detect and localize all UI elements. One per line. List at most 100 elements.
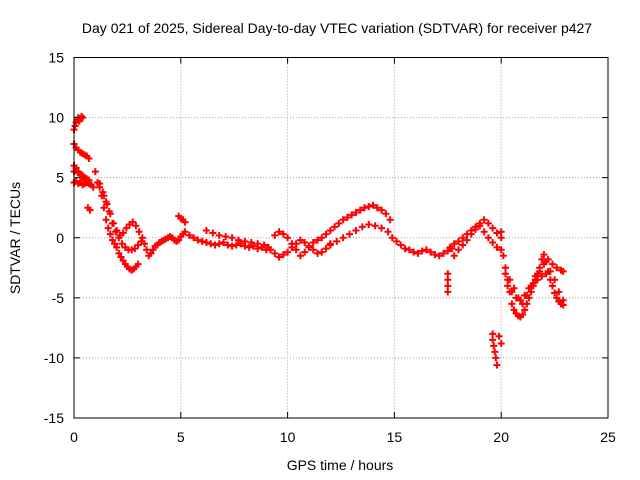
data-point bbox=[113, 243, 121, 251]
data-point bbox=[108, 236, 116, 244]
data-point bbox=[356, 206, 364, 214]
data-point bbox=[215, 231, 223, 239]
data-point bbox=[275, 253, 283, 261]
data-point bbox=[444, 270, 452, 278]
data-point bbox=[489, 330, 497, 338]
data-point bbox=[484, 234, 492, 242]
data-point bbox=[472, 225, 480, 233]
data-point bbox=[110, 219, 118, 227]
data-point bbox=[237, 240, 245, 248]
data-point bbox=[369, 201, 377, 209]
data-point bbox=[175, 236, 183, 244]
data-point bbox=[489, 239, 497, 247]
data-point bbox=[314, 236, 322, 244]
data-point bbox=[147, 249, 155, 257]
axis-ticks bbox=[73, 57, 609, 419]
data-point bbox=[86, 206, 94, 214]
data-point bbox=[122, 224, 130, 232]
data-point bbox=[99, 188, 107, 196]
data-point bbox=[365, 221, 373, 229]
data-point bbox=[542, 270, 550, 278]
data-point bbox=[132, 222, 140, 230]
data-point bbox=[489, 336, 497, 344]
data-point bbox=[508, 300, 516, 308]
data-point bbox=[77, 112, 85, 120]
data-point bbox=[454, 237, 462, 245]
data-point bbox=[401, 245, 409, 253]
data-point bbox=[480, 228, 488, 236]
data-point bbox=[209, 229, 217, 237]
data-point bbox=[71, 122, 79, 130]
data-point bbox=[512, 294, 520, 302]
data-point bbox=[414, 249, 422, 257]
data-point bbox=[480, 216, 488, 224]
data-point bbox=[267, 246, 275, 254]
data-point bbox=[536, 267, 544, 275]
data-point bbox=[427, 248, 435, 256]
data-point bbox=[284, 248, 292, 256]
data-point bbox=[501, 270, 509, 278]
data-point bbox=[484, 219, 492, 227]
data-point bbox=[555, 288, 563, 296]
data-point bbox=[538, 255, 546, 263]
data-point bbox=[260, 241, 268, 249]
data-point bbox=[521, 306, 529, 314]
data-point bbox=[450, 252, 458, 260]
data-point bbox=[444, 288, 452, 296]
data-point bbox=[247, 239, 255, 247]
data-point bbox=[198, 237, 206, 245]
data-point bbox=[493, 229, 501, 237]
data-point bbox=[115, 249, 123, 257]
data-point bbox=[378, 224, 386, 232]
data-point bbox=[440, 249, 448, 257]
x-tick-label: 0 bbox=[70, 429, 78, 445]
data-point bbox=[318, 248, 326, 256]
data-point bbox=[531, 272, 539, 280]
x-tick-label: 25 bbox=[600, 429, 616, 445]
y-tick-label: -5 bbox=[52, 290, 65, 306]
data-point bbox=[548, 260, 556, 268]
data-point bbox=[422, 246, 430, 254]
data-point bbox=[284, 234, 292, 242]
data-point bbox=[388, 234, 396, 242]
data-point bbox=[527, 288, 535, 296]
data-point bbox=[333, 237, 341, 245]
data-point bbox=[89, 183, 97, 191]
data-point bbox=[497, 339, 505, 347]
data-point bbox=[309, 239, 317, 247]
data-point bbox=[519, 300, 527, 308]
data-point bbox=[553, 264, 561, 272]
data-point bbox=[459, 234, 467, 242]
data-point bbox=[234, 236, 242, 244]
y-tick-label: 10 bbox=[48, 110, 64, 126]
data-point bbox=[360, 204, 368, 212]
data-point bbox=[143, 246, 151, 254]
y-axis-label: SDTVAR / TECUs bbox=[7, 182, 23, 294]
data-point bbox=[296, 252, 304, 260]
data-point bbox=[222, 233, 230, 241]
data-point bbox=[540, 251, 548, 259]
data-point bbox=[559, 267, 567, 275]
data-point bbox=[119, 229, 127, 237]
data-point bbox=[504, 282, 512, 290]
data-point bbox=[106, 230, 114, 238]
data-point bbox=[318, 234, 326, 242]
data-point bbox=[538, 272, 546, 280]
data-point bbox=[241, 237, 249, 245]
data-point bbox=[497, 234, 505, 242]
data-point bbox=[405, 246, 413, 254]
data-point bbox=[444, 247, 452, 255]
data-point bbox=[382, 210, 390, 218]
data-point bbox=[418, 247, 426, 255]
data-point bbox=[463, 236, 471, 244]
data-point bbox=[373, 204, 381, 212]
data-point bbox=[140, 240, 148, 248]
data-point bbox=[510, 284, 518, 292]
data-point bbox=[525, 284, 533, 292]
x-tick-label: 10 bbox=[280, 429, 296, 445]
data-point bbox=[444, 276, 452, 284]
data-point bbox=[497, 246, 505, 254]
data-point bbox=[296, 236, 304, 244]
data-point bbox=[194, 236, 202, 244]
data-point bbox=[397, 241, 405, 249]
